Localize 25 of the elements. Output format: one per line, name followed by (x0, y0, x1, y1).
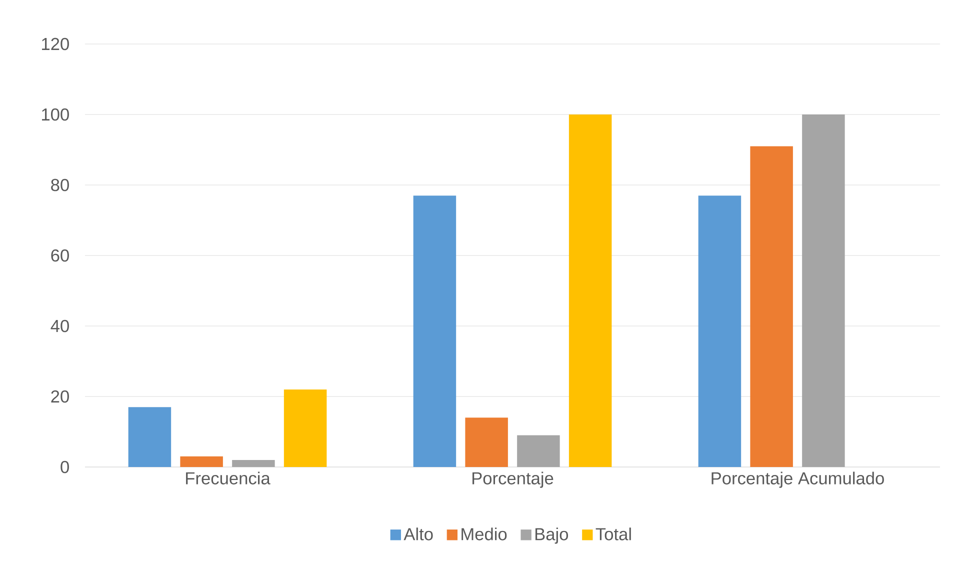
legend-label: Alto (404, 528, 433, 540)
y-tick-label: 40 (50, 320, 69, 332)
legend-label: Medio (462, 528, 507, 540)
bar (750, 146, 793, 467)
bar (802, 114, 845, 467)
bar (128, 407, 172, 467)
x-tick-label: Porcentaje (472, 472, 554, 488)
y-tick-label: 20 (51, 390, 69, 403)
bar (465, 418, 508, 467)
bar (568, 114, 612, 467)
y-tick-label: 100 (42, 108, 69, 121)
y-tick-label: 80 (51, 178, 69, 192)
bar (180, 456, 223, 467)
y-tick-label: 60 (51, 249, 69, 262)
bar (698, 196, 742, 467)
legend-label: Bajo (535, 528, 568, 544)
bar (517, 435, 560, 467)
y-tick-label: 120 (42, 38, 69, 50)
x-tick-label: Frecuencia (186, 472, 270, 484)
bar (284, 389, 327, 467)
bar (232, 460, 275, 467)
bar (413, 196, 456, 467)
legend-label: Total (596, 528, 631, 540)
x-tick-label: Porcentaje Acumulado (712, 472, 884, 488)
y-tick-label: 0 (60, 460, 69, 474)
